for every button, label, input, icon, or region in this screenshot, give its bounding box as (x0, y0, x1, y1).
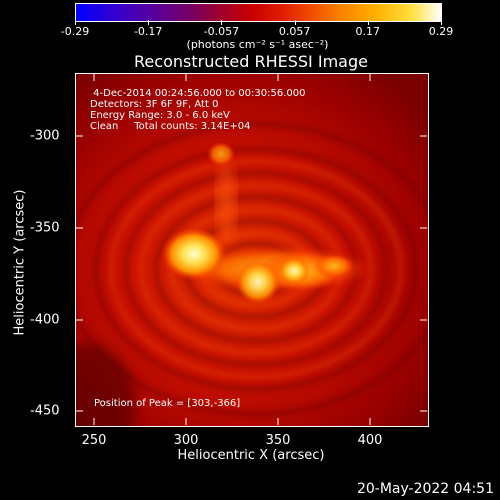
info-detectors: Detectors: 3F 6F 9F, Att 0 (90, 99, 219, 110)
plot-title: Reconstructed RHESSI Image (134, 52, 368, 71)
colorbar-tick (367, 20, 369, 25)
colorbar-units: (photons cm⁻² s⁻¹ asec⁻²) (186, 38, 329, 51)
colorbar-tick (441, 20, 442, 25)
y-axis-label: Heliocentric Y (arcsec) (12, 189, 28, 336)
x-tick-label: 350 (265, 433, 291, 448)
x-tick-label: 250 (81, 433, 107, 448)
timestamp: 20-May-2022 04:51 (356, 481, 494, 497)
colorbar-tick-label: 0.29 (428, 25, 454, 38)
y-tick-label: -400 (30, 312, 60, 328)
y-tick-label: -450 (30, 403, 60, 419)
colorbar-tick (294, 20, 296, 25)
info-time: 4-Dec-2014 00:24:56.000 to 00:30:56.000 (90, 88, 306, 99)
colorbar-tick-label: -0.057 (203, 25, 240, 38)
colorbar-tick-label: -0.29 (60, 25, 90, 38)
info-clean: Clean Total counts: 3.14E+04 (90, 121, 251, 132)
x-axis-label: Heliocentric X (arcsec) (177, 448, 325, 463)
y-tick-label: -350 (30, 220, 60, 236)
colorbar-tick-label: 0.057 (278, 25, 311, 38)
y-tick-label: -300 (30, 128, 60, 144)
rhessi-image: 4-Dec-2014 00:24:56.000 to 00:30:56.000 … (75, 73, 429, 427)
info-energy: Energy Range: 3.0 - 6.0 keV (90, 110, 230, 121)
colorbar-tick-label: 0.17 (355, 25, 381, 38)
colorbar (75, 3, 442, 22)
colorbar-tick-label: -0.17 (133, 25, 163, 38)
colorbar-tick (75, 20, 76, 25)
peak-position: Position of Peak = [303,-366] (94, 398, 241, 409)
x-tick-label: 300 (173, 433, 199, 448)
rhessi-image-svg (76, 74, 428, 426)
colorbar-tick (148, 20, 150, 25)
colorbar-tick (221, 20, 223, 25)
x-tick-label: 400 (357, 433, 383, 448)
